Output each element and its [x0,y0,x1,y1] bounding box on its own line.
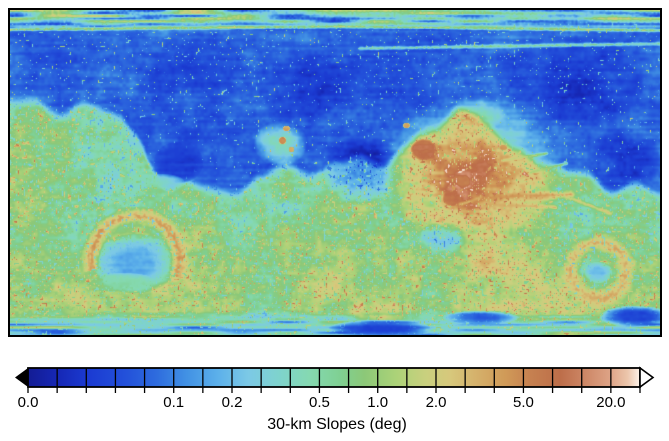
colorbar: 0.0 0.1 0.2 0.5 1.0 2.0 5.0 20.0 30-km Slopes (… [15,366,655,433]
colorbar-tick-label: 0.0 [18,394,39,411]
colorbar-tick-label: 2.0 [426,394,447,411]
colorbar-tick-label: 0.2 [222,394,243,411]
colorbar-tick-label: 0.5 [309,394,330,411]
colorbar-ticks [27,368,641,393]
mars-slope-map-canvas [10,10,660,335]
colorbar-left-arrow-icon [15,368,28,387]
colorbar-tick-labels: 0.0 0.1 0.2 0.5 1.0 2.0 5.0 20.0 [18,394,626,411]
colorbar-tick-label: 5.0 [513,394,534,411]
colorbar-right-arrow-icon [639,366,655,389]
colorbar-tick-label: 0.1 [163,394,184,411]
colorbar-title: 30-km Slopes (deg) [267,416,407,433]
map-frame [8,8,662,337]
colorbar-tick-label: 1.0 [367,394,388,411]
colorbar-tick-label: 20.0 [596,394,625,411]
colorbar-gradient-bar [28,368,640,387]
